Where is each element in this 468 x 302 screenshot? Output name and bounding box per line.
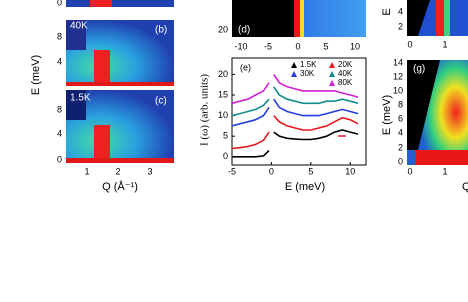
panel-label: (b) (155, 25, 167, 36)
y-tick-label: 0 (223, 151, 228, 161)
series-line (231, 86, 359, 117)
y-axis-label: I (ω) (arb. units) (199, 74, 211, 146)
legend-marker (291, 62, 297, 68)
y-tick-label: 5 (223, 131, 228, 141)
legend-label: 40K (338, 69, 353, 78)
panel-label: (c) (155, 96, 167, 107)
panel-label: (g) (413, 64, 425, 75)
x-tick-label: -10 (234, 41, 247, 51)
y-tick-label: 2 (398, 21, 403, 31)
x-tick-label: 3 (147, 166, 152, 176)
x-tick-label: 1 (84, 166, 89, 176)
legend-label: 80K (338, 78, 353, 87)
x-tick-label: 5 (308, 166, 313, 176)
legend-label: 1.5K (300, 60, 317, 69)
y-tick-label: 8 (57, 31, 62, 41)
x-tick-label: 0 (407, 39, 412, 49)
x-tick-label: 0 (407, 166, 412, 176)
y-tick-label: 4 (398, 6, 403, 16)
y-tick-label: 10 (218, 110, 228, 120)
y-tick-label: 0 (398, 156, 403, 166)
legend-marker (291, 71, 297, 77)
x-tick-label: 0 (295, 41, 300, 51)
x-tick-label: 10 (350, 41, 360, 51)
y-tick-label: 0 (57, 154, 62, 164)
y-axis-label: E (381, 8, 393, 15)
panel-label: (e) (240, 62, 251, 72)
x-tick-label: -5 (228, 166, 236, 176)
x-axis-label: Q (462, 181, 468, 193)
legend-marker (329, 62, 335, 68)
temperature: 1.5K (70, 93, 91, 104)
series-line (231, 115, 359, 150)
x-tick-label: 5 (323, 41, 328, 51)
legend-label: 30K (300, 69, 315, 78)
y-tick-label: 6 (398, 113, 403, 123)
y-tick-label: 4 (398, 127, 403, 137)
y-tick-label: 4 (57, 56, 62, 66)
y-tick-label: 12 (393, 71, 403, 81)
y-tick-label: 10 (393, 85, 403, 95)
y-tick-label: 15 (218, 89, 228, 99)
x-axis-label: E (meV) (285, 181, 325, 193)
x-tick-label: 10 (345, 166, 355, 176)
heatmap-right (407, 0, 468, 165)
y-tick-label: 8 (57, 104, 62, 114)
series-line (232, 129, 359, 158)
panel-label: (d) (238, 25, 250, 36)
legend-marker (329, 71, 335, 77)
legend-marker (329, 80, 335, 86)
x-tick-label: 1 (442, 166, 447, 176)
x-tick-label: 0 (269, 166, 274, 176)
series-line (231, 74, 359, 105)
plot-frame (231, 57, 367, 166)
y-tick-label: 0 (57, 0, 62, 7)
y-tick-label: 20 (218, 24, 228, 34)
x-tick-label: 2 (115, 166, 120, 176)
heatmap-left (66, 0, 174, 163)
y-axis-label: E (meV) (381, 95, 393, 135)
y-tick-label: 2 (398, 142, 403, 152)
legend-label: 20K (338, 60, 353, 69)
y-tick-label: 4 (57, 128, 62, 138)
x-tick-label: -5 (264, 41, 272, 51)
heatmap-d (232, 0, 366, 37)
y-tick-label: 14 (393, 57, 403, 67)
y-tick-label: 8 (398, 99, 403, 109)
x-axis-label: Q (Å⁻¹) (102, 180, 138, 193)
temperature: 40K (70, 21, 88, 32)
y-axis-label: E (meV) (30, 55, 42, 95)
y-tick-label: 20 (218, 69, 228, 79)
x-tick-label: 1 (442, 39, 447, 49)
series-line (231, 98, 359, 127)
